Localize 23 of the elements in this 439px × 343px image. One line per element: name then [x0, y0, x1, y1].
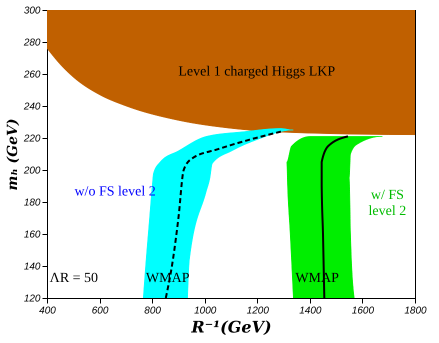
y-tick-label: 180 — [24, 198, 41, 208]
y-tick-label: 240 — [22, 102, 41, 112]
y-tick-label: 280 — [22, 38, 41, 48]
x-tick-label: 800 — [144, 306, 162, 316]
y-tick-label: 260 — [22, 70, 41, 80]
x-tick-label: 400 — [39, 306, 56, 316]
annotation: Level 1 charged Higgs LKP — [178, 64, 336, 80]
y-tick-label: 200 — [22, 166, 41, 176]
x-tick-label: 1400 — [299, 306, 322, 316]
x-axis-title: R⁻¹(GeV) — [190, 318, 272, 336]
x-tick-label: 1200 — [246, 306, 270, 316]
x-tick-label: 1800 — [404, 306, 428, 316]
y-tick-label: 300 — [24, 6, 41, 16]
y-axis-title: mₕ (GeV) — [4, 118, 21, 190]
annotation: ΛR = 50 — [50, 270, 98, 286]
x-tick-label: 1000 — [194, 306, 217, 316]
y-tick-label: 140 — [24, 262, 41, 272]
y-tick-label: 220 — [22, 134, 41, 144]
y-tick-label: 160 — [24, 230, 41, 240]
x-tick-label: 1600 — [352, 306, 374, 316]
annotation: w/ FS level 2 — [368, 188, 406, 220]
x-tick-label: 600 — [92, 306, 109, 316]
y-tick-label: 120 — [24, 294, 41, 304]
